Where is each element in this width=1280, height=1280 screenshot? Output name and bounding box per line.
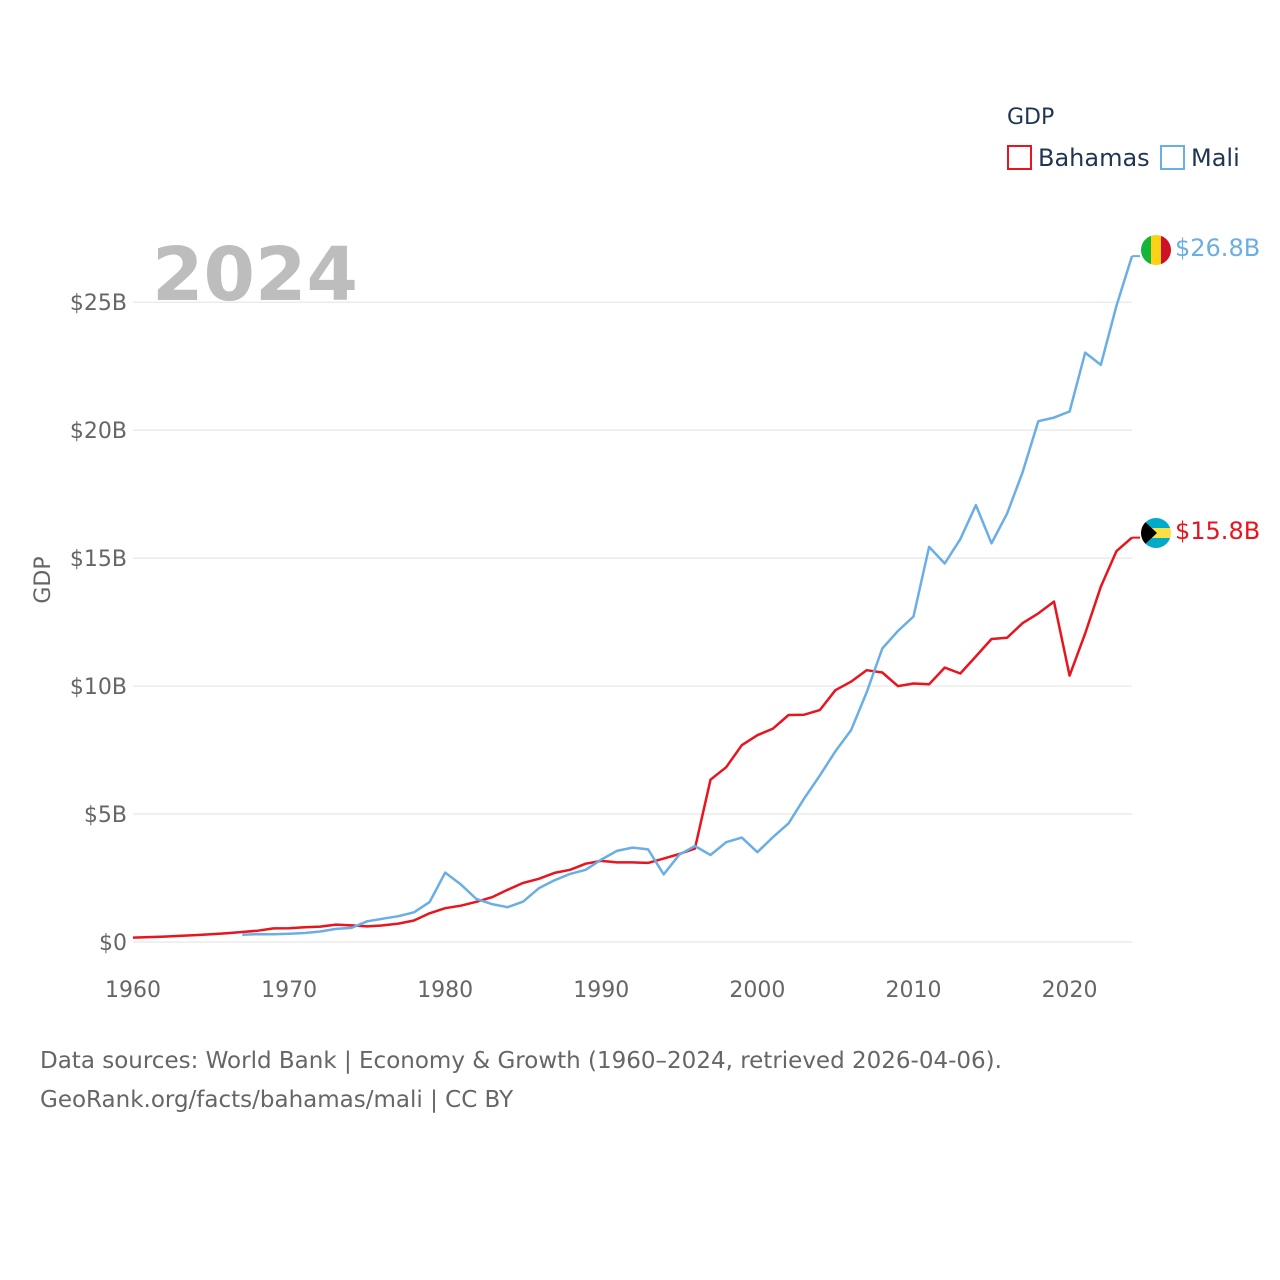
x-axis: 1960 1970 1980 1990 2000 2010 2020 [105,978,1098,1003]
footer: Data sources: World Bank | Economy & Gro… [40,1042,1002,1120]
attribution-link[interactable]: GeoRank.org/facts/bahamas/mali | CC BY [40,1087,514,1113]
legend: GDP Bahamas Mali [1007,105,1240,172]
y-axis: $0 $5B $10B $15B $20B $25B [70,291,127,956]
y-tick-label: $10B [70,675,127,700]
x-tick-label: 1990 [573,978,629,1003]
end-label-bahamas: $15.8B [1175,517,1260,545]
series-line-bahamas[interactable] [132,536,1133,939]
end-label-mali: $26.8B [1175,234,1260,262]
y-tick-label: $20B [70,419,127,444]
x-tick-label: 1980 [417,978,473,1003]
grid-lines [133,301,1132,943]
x-tick-label: 2010 [885,978,941,1003]
legend-swatch-bahamas [1007,145,1032,170]
legend-entry-mali[interactable]: Mali [1160,144,1240,172]
y-axis-title: GDP [31,556,56,603]
data-sources-text: Data sources: World Bank | Economy & Gro… [40,1048,1002,1074]
y-tick-label: $0 [99,931,127,956]
mali-flag-icon [1141,235,1171,265]
legend-entry-bahamas[interactable]: Bahamas [1007,144,1150,172]
y-tick-label: $5B [84,803,127,828]
series-lines [132,255,1140,939]
legend-label-bahamas: Bahamas [1038,144,1150,172]
x-tick-label: 1970 [261,978,317,1003]
legend-swatch-mali [1160,145,1185,170]
bahamas-flag-icon [1141,518,1171,548]
year-label: 2024 [152,232,358,318]
x-tick-label: 2020 [1042,978,1098,1003]
series-line-mali[interactable] [242,255,1134,937]
y-tick-label: $15B [70,547,127,572]
x-tick-label: 2000 [729,978,785,1003]
legend-label-mali: Mali [1191,144,1240,172]
legend-title: GDP [1007,105,1054,130]
x-tick-label: 1960 [105,978,161,1003]
y-tick-label: $25B [70,291,127,316]
